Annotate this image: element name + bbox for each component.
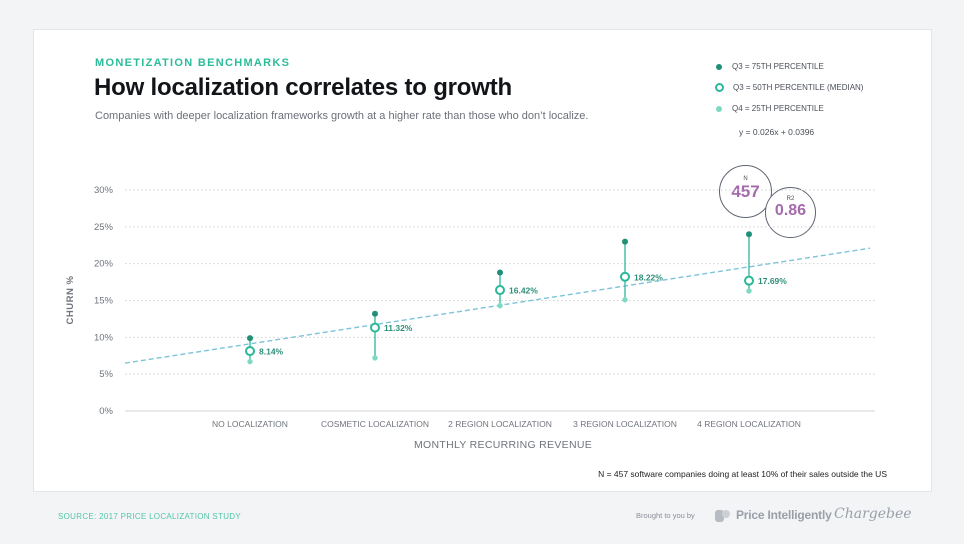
category-label: NO LOCALIZATION <box>212 419 288 429</box>
p75-point <box>497 269 503 276</box>
legend-item-median: Q3 = 50TH PERCENTILE (MEDIAN) <box>715 83 864 92</box>
p75-point <box>622 238 628 245</box>
x-axis-label: MONTHLY RECURRING REVENUE <box>414 439 592 451</box>
p25-point <box>746 288 752 294</box>
n-stat-label: N <box>743 176 748 182</box>
trend-equation: y = 0.026x + 0.0396 <box>739 127 815 137</box>
median-point <box>245 346 255 357</box>
y-tick-label: 30% <box>94 185 114 196</box>
ring-dot-icon <box>715 83 724 92</box>
n-stat-value: 457 <box>731 182 760 201</box>
footnote: N = 457 software companies doing at leas… <box>598 469 887 479</box>
legend-label-p75: Q3 = 75TH PERCENTILE <box>732 62 824 71</box>
y-tick-label: 15% <box>94 296 114 307</box>
p25-point <box>497 302 503 309</box>
brand-chargebee: Chargebee <box>834 506 912 522</box>
p75-point <box>247 335 253 342</box>
median-data-label: 17.69% <box>758 276 787 286</box>
p75-point <box>746 231 752 238</box>
y-tick-label: 20% <box>94 259 114 270</box>
chart-card <box>33 29 932 492</box>
eyebrow-label: MONETIZATION BENCHMARKS <box>95 57 291 69</box>
p25-point <box>372 355 378 361</box>
r2-stat-value: 0.86 <box>774 202 807 219</box>
n-stat-circle: N 457 <box>719 165 772 218</box>
median-data-label: 18.22% <box>634 272 663 282</box>
page-title: How localization correlates to growth <box>94 74 512 101</box>
r2-stat-circle: R2 0.86 <box>765 187 816 238</box>
category-label: 3 REGION LOCALIZATION <box>573 419 677 429</box>
light-dot-icon <box>716 105 722 112</box>
median-data-label: 8.14% <box>259 347 284 357</box>
r2-stat-label: R2 <box>786 196 795 202</box>
median-data-label: 11.32% <box>384 323 413 333</box>
y-tick-label: 0% <box>99 406 113 417</box>
subtitle: Companies with deeper localization frame… <box>95 110 589 122</box>
y-tick-label: 5% <box>99 369 113 380</box>
dark-dot-icon <box>716 63 722 70</box>
median-point <box>620 271 630 282</box>
median-data-label: 16.42% <box>509 286 538 296</box>
y-tick-label: 10% <box>94 332 114 343</box>
median-point <box>744 275 754 286</box>
legend-label-p25: Q4 = 25TH PERCENTILE <box>732 104 824 113</box>
brought-by-label: Brought to you by <box>636 511 695 520</box>
source-note: SOURCE: 2017 PRICE LOCALIZATION STUDY <box>58 512 241 521</box>
median-point <box>370 322 380 333</box>
legend-item-p25: Q4 = 25TH PERCENTILE <box>716 104 824 113</box>
y-axis-label: CHURN % <box>65 276 76 325</box>
y-tick-label: 25% <box>94 222 114 233</box>
p25-point <box>247 358 253 365</box>
legend-label-median: Q3 = 50TH PERCENTILE (MEDIAN) <box>733 83 864 92</box>
brand-price-intelligently: Price Intelligently <box>736 508 832 522</box>
p75-point <box>372 310 378 317</box>
category-label: COSMETIC LOCALIZATION <box>321 419 429 429</box>
p25-point <box>622 297 628 303</box>
category-label: 4 REGION LOCALIZATION <box>697 419 801 429</box>
legend-item-p75: Q3 = 75TH PERCENTILE <box>716 62 824 71</box>
price-intelligently-logo-icon <box>715 510 730 522</box>
median-point <box>495 285 505 296</box>
category-label: 2 REGION LOCALIZATION <box>448 419 552 429</box>
